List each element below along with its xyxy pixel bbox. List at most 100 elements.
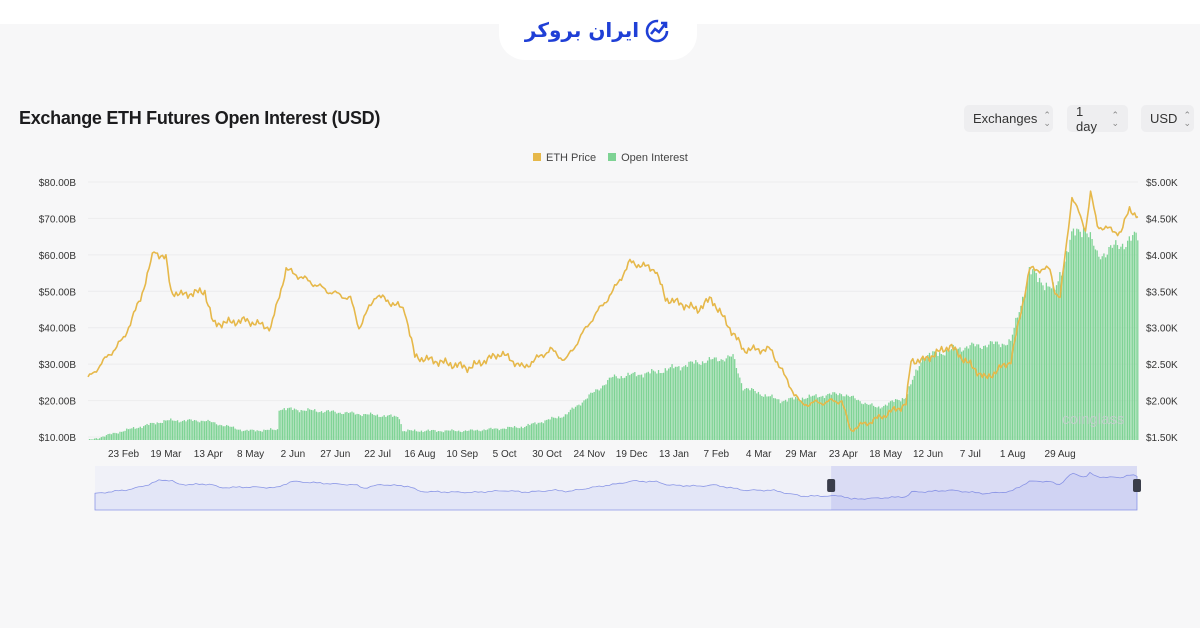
oi-bar	[739, 377, 741, 440]
oi-bar	[264, 430, 267, 440]
oi-bar	[222, 426, 224, 440]
oi-bar	[976, 344, 978, 440]
oi-bar	[100, 437, 102, 440]
oi-bar	[1021, 296, 1024, 440]
right-axis-tick-label: $3.00K	[1146, 324, 1178, 335]
oi-bar	[959, 347, 961, 440]
oi-bar	[519, 428, 521, 440]
oi-bar	[1069, 239, 1071, 440]
interval-select[interactable]: 1 day ⌃ ⌄	[1067, 104, 1128, 134]
oi-bar	[1064, 261, 1066, 440]
logo[interactable]: ایران بروکر	[499, 0, 697, 60]
oi-bar	[820, 396, 822, 440]
oi-bar	[530, 423, 533, 440]
oi-bar	[891, 400, 893, 440]
oi-bar	[400, 424, 402, 440]
oi-bar	[466, 430, 468, 440]
x-axis-tick-label: 19 Mar	[150, 449, 182, 460]
oi-bar	[381, 416, 384, 440]
oi-bar	[1032, 269, 1034, 440]
oi-bar	[844, 396, 846, 440]
currency-select-label: USD	[1150, 111, 1178, 126]
oi-bar	[204, 421, 206, 440]
oi-bar	[159, 422, 162, 440]
oi-bar	[693, 363, 695, 440]
oi-bar	[403, 431, 406, 440]
oi-bar	[776, 399, 778, 440]
oi-bar	[273, 429, 275, 440]
oi-bar	[544, 420, 546, 440]
oi-bar	[180, 421, 182, 440]
oi-bar	[1003, 344, 1005, 440]
left-axis-tick-label: $20.00B	[39, 397, 77, 408]
oi-bar	[226, 424, 228, 440]
oi-bar	[651, 369, 653, 440]
oi-bar	[563, 416, 565, 440]
oi-bar	[835, 393, 837, 440]
oi-bar	[881, 407, 883, 440]
oi-bar	[1077, 229, 1080, 440]
oi-bar	[1086, 233, 1088, 440]
oi-bar	[847, 395, 849, 440]
navigator-handle[interactable]	[827, 479, 836, 492]
oi-bar	[883, 405, 885, 440]
oi-bar	[1089, 232, 1092, 440]
x-axis-tick-label: 16 Aug	[404, 449, 435, 460]
oi-bar	[151, 422, 153, 440]
oi-bar	[1076, 228, 1078, 440]
oi-bar	[310, 409, 312, 440]
oi-bar	[586, 398, 589, 440]
oi-bar	[1030, 274, 1032, 440]
oi-bar	[1084, 227, 1086, 440]
oi-bar	[981, 348, 983, 440]
oi-bar	[930, 355, 932, 440]
oi-bar	[270, 428, 272, 440]
legend-item-open-interest[interactable]: Open Interest	[608, 152, 688, 164]
oi-bar	[942, 354, 944, 440]
oi-bar	[193, 419, 196, 440]
oi-bar	[773, 398, 775, 440]
x-axis-tick-label: 12 Jun	[913, 449, 943, 460]
oi-bar	[803, 399, 805, 440]
left-axis-tick-label: $70.00B	[39, 214, 77, 225]
oi-bar	[366, 414, 368, 440]
oi-bar	[227, 425, 230, 440]
oi-bar	[698, 364, 700, 440]
currency-select[interactable]: USD ⌃ ⌄	[1141, 105, 1194, 132]
oi-bar	[764, 394, 766, 440]
legend-item-eth-price[interactable]: ETH Price	[533, 152, 596, 164]
oi-bar	[425, 430, 428, 440]
oi-bar	[1133, 231, 1136, 440]
right-axis-tick-label: $3.50K	[1146, 287, 1178, 298]
exchanges-select[interactable]: Exchanges ⌃ ⌄	[964, 105, 1053, 132]
oi-bar	[786, 401, 788, 440]
oi-bar	[673, 368, 675, 440]
oi-bar	[256, 430, 258, 440]
oi-bar	[986, 347, 988, 440]
oi-bar	[1033, 270, 1036, 440]
oi-bar	[944, 355, 946, 440]
oi-bar	[805, 398, 807, 440]
oi-bar	[424, 431, 426, 440]
oi-bar	[840, 394, 843, 440]
oi-bar	[149, 422, 152, 440]
oi-bar	[864, 402, 866, 440]
oi-bar	[486, 429, 489, 440]
oi-bar	[1101, 256, 1103, 440]
oi-bar	[93, 438, 96, 440]
oi-bar	[955, 349, 958, 440]
oi-bar	[818, 396, 821, 440]
oi-bar	[808, 394, 810, 440]
oi-bar	[659, 373, 661, 440]
oi-bar	[1016, 317, 1019, 440]
oi-bar	[795, 396, 797, 440]
navigator-handle[interactable]	[1133, 479, 1141, 492]
oi-bar	[647, 371, 650, 440]
oi-bar	[811, 395, 814, 440]
oi-bar	[590, 392, 592, 440]
oi-bar	[349, 412, 351, 440]
oi-bar	[712, 359, 714, 440]
oi-bar	[579, 405, 582, 440]
oi-bar	[185, 421, 187, 440]
oi-bar	[1128, 236, 1130, 440]
